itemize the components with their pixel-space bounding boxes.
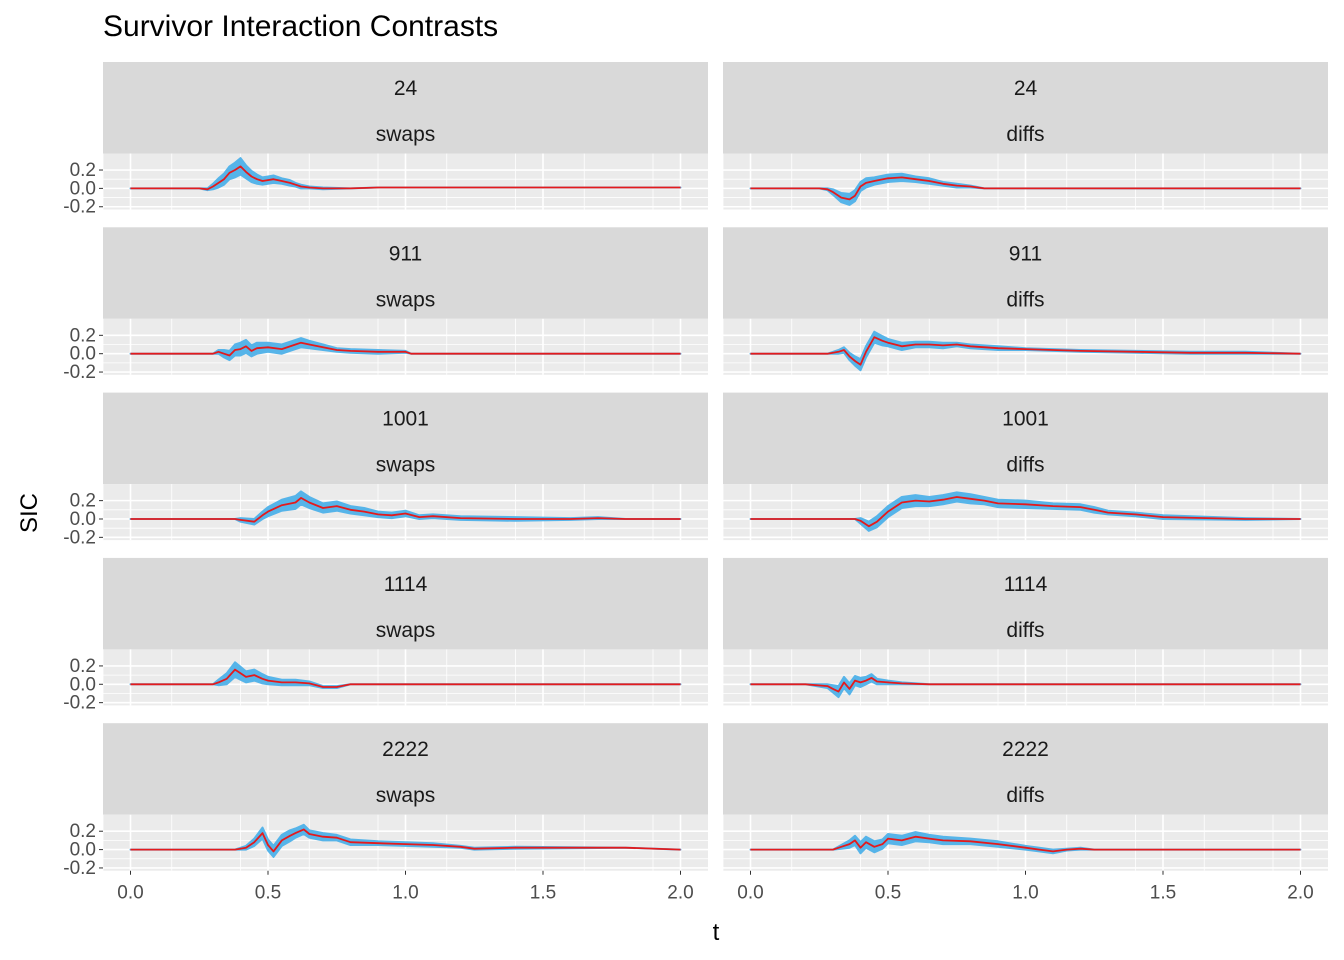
sic-line <box>750 835 1301 853</box>
sic-line <box>750 336 1301 366</box>
sic-line <box>130 828 681 853</box>
x-tick-label: 0.5 <box>875 883 901 904</box>
y-tick-label: 0.0 <box>70 178 96 199</box>
facet-strip <box>723 392 1328 485</box>
x-tick-label: 0.0 <box>117 883 143 904</box>
x-tick-label: 2.0 <box>667 883 693 904</box>
strip-row-label: 2222 <box>1002 738 1049 761</box>
strip-row-label: 911 <box>389 242 422 265</box>
sic-line <box>750 176 1301 201</box>
strip-col-label: swaps <box>376 784 436 807</box>
strip-row-label: 24 <box>394 77 418 100</box>
strip-col-label: swaps <box>376 123 436 146</box>
sic-line <box>130 496 681 523</box>
y-tick-label: 0.0 <box>70 674 96 695</box>
strip-col-label: swaps <box>376 619 436 642</box>
strip-row-label: 24 <box>1014 77 1038 100</box>
x-axis-title: t <box>713 919 720 946</box>
strip-col-label: diffs <box>1006 784 1044 807</box>
y-tick-label: 0.0 <box>70 344 96 365</box>
facet-strip <box>723 227 1328 319</box>
facet-strip <box>103 723 708 815</box>
facet-strip <box>103 392 708 485</box>
y-tick-label: 0.0 <box>70 840 96 861</box>
strip-row-label: 1001 <box>1002 408 1049 431</box>
x-tick-label: 0.5 <box>255 883 281 904</box>
facet-strip <box>723 557 1328 650</box>
y-tick-label: -0.2 <box>63 362 96 383</box>
x-tick-label: 1.0 <box>1012 883 1038 904</box>
strip-col-label: swaps <box>376 454 436 477</box>
x-tick-label: 2.0 <box>1287 883 1313 904</box>
facet-strip <box>103 227 708 319</box>
strip-col-label: diffs <box>1006 288 1044 311</box>
sic-line <box>750 677 1301 693</box>
sic-line <box>130 341 681 357</box>
strip-col-label: swaps <box>376 288 436 311</box>
y-tick-label: -0.2 <box>63 197 96 218</box>
facet-strip <box>103 62 708 154</box>
strip-col-label: diffs <box>1006 619 1044 642</box>
y-tick-label: 0.2 <box>70 656 96 677</box>
y-tick-label: -0.2 <box>63 527 96 548</box>
x-tick-label: 1.0 <box>392 883 418 904</box>
strip-col-label: diffs <box>1006 123 1044 146</box>
strip-col-label: diffs <box>1006 454 1044 477</box>
y-tick-label: -0.2 <box>63 858 96 879</box>
y-tick-label: 0.2 <box>70 160 96 181</box>
strip-row-label: 1114 <box>1004 573 1048 596</box>
y-tick-label: 0.2 <box>70 821 96 842</box>
strip-row-label: 911 <box>1009 242 1042 265</box>
x-tick-label: 0.0 <box>737 883 763 904</box>
y-axis-title: SIC <box>16 493 43 533</box>
chart-title: Survivor Interaction Contrasts <box>103 10 499 43</box>
y-tick-label: 0.2 <box>70 491 96 512</box>
facet-strip <box>723 62 1328 154</box>
y-tick-label: 0.0 <box>70 509 96 530</box>
sic-line <box>750 496 1301 528</box>
sic-line <box>130 668 681 688</box>
x-tick-label: 1.5 <box>530 883 556 904</box>
facet-strip <box>103 557 708 650</box>
y-tick-label: 0.2 <box>70 325 96 346</box>
facet-strip <box>723 723 1328 815</box>
x-tick-label: 1.5 <box>1150 883 1176 904</box>
strip-row-label: 1001 <box>382 408 429 431</box>
strip-row-label: 2222 <box>382 738 429 761</box>
y-tick-label: -0.2 <box>63 693 96 714</box>
strip-row-label: 1114 <box>384 573 428 596</box>
sic-line <box>130 165 681 191</box>
